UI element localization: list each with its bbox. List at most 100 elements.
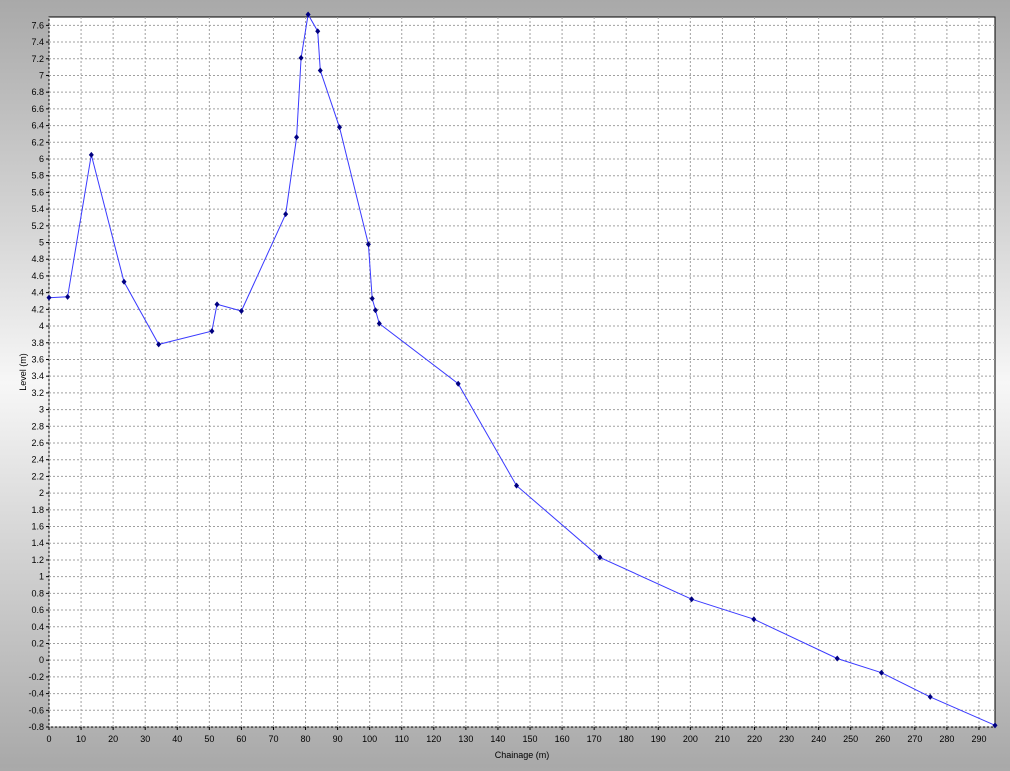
y-tick-label: 7.6 bbox=[31, 20, 44, 30]
x-tick-label: 0 bbox=[46, 734, 51, 744]
x-tick-label: 130 bbox=[458, 734, 473, 744]
x-tick-label: 90 bbox=[333, 734, 343, 744]
x-tick-label: 280 bbox=[939, 734, 954, 744]
y-tick-label: 5.4 bbox=[31, 204, 44, 214]
data-point-marker bbox=[878, 669, 884, 676]
data-point-marker bbox=[65, 293, 71, 300]
y-tick-label: 1.2 bbox=[31, 555, 44, 565]
y-tick-label: 3.4 bbox=[31, 371, 44, 381]
data-point-marker bbox=[214, 301, 220, 308]
x-tick-label: 40 bbox=[172, 734, 182, 744]
y-tick-label: 3.2 bbox=[31, 388, 44, 398]
data-point-marker bbox=[46, 294, 52, 301]
x-tick-label: 200 bbox=[683, 734, 698, 744]
x-tick-label: 290 bbox=[971, 734, 986, 744]
y-tick-label: 4.4 bbox=[31, 288, 44, 298]
data-point-marker bbox=[238, 308, 244, 315]
data-point-marker bbox=[992, 722, 998, 729]
x-tick-label: 30 bbox=[140, 734, 150, 744]
data-point-marker bbox=[283, 211, 289, 218]
y-tick-label: -0.4 bbox=[28, 689, 44, 699]
data-point-marker bbox=[337, 124, 343, 131]
y-tick-label: 6.8 bbox=[31, 87, 44, 97]
y-tick-label: 7.4 bbox=[31, 37, 44, 47]
y-tick-label: 3.6 bbox=[31, 354, 44, 364]
x-tick-label: 150 bbox=[523, 734, 538, 744]
x-tick-label: 230 bbox=[779, 734, 794, 744]
x-tick-label: 220 bbox=[747, 734, 762, 744]
x-tick-label: 20 bbox=[108, 734, 118, 744]
y-tick-label: 4.8 bbox=[31, 254, 44, 264]
data-point-marker bbox=[455, 380, 461, 387]
y-tick-label: 1 bbox=[39, 572, 44, 582]
data-point-marker bbox=[88, 151, 94, 158]
plot-area bbox=[48, 16, 996, 728]
y-axis-label: Level (m) bbox=[18, 353, 28, 391]
y-tick-label: 5.8 bbox=[31, 171, 44, 181]
x-tick-label: 140 bbox=[490, 734, 505, 744]
y-tick-label: 6.4 bbox=[31, 121, 44, 131]
data-point-marker bbox=[372, 307, 378, 314]
y-tick-label: 5.6 bbox=[31, 187, 44, 197]
data-point-marker bbox=[597, 554, 603, 561]
y-tick-label: 1.6 bbox=[31, 522, 44, 532]
y-tick-label: 6.2 bbox=[31, 137, 44, 147]
y-tick-label: 2.4 bbox=[31, 455, 44, 465]
y-tick-label: 2.2 bbox=[31, 471, 44, 481]
y-tick-label: 0 bbox=[39, 655, 44, 665]
x-tick-label: 190 bbox=[651, 734, 666, 744]
data-point-marker bbox=[376, 320, 382, 327]
data-point-marker bbox=[121, 278, 127, 285]
x-tick-label: 160 bbox=[555, 734, 570, 744]
x-tick-label: 50 bbox=[204, 734, 214, 744]
data-point-marker bbox=[156, 341, 162, 348]
data-point-marker bbox=[369, 295, 375, 302]
x-tick-label: 180 bbox=[619, 734, 634, 744]
x-tick-label: 260 bbox=[875, 734, 890, 744]
y-tick-label: 6.6 bbox=[31, 104, 44, 114]
y-tick-label: 5 bbox=[39, 238, 44, 248]
y-tick-label: 1.8 bbox=[31, 505, 44, 515]
x-tick-label: 110 bbox=[395, 734, 409, 744]
y-tick-label: 1.4 bbox=[31, 538, 44, 548]
data-point-marker bbox=[365, 241, 371, 248]
x-tick-label: 120 bbox=[426, 734, 441, 744]
series-line bbox=[48, 13, 996, 726]
y-tick-label: 6 bbox=[39, 154, 44, 164]
x-tick-label: 250 bbox=[843, 734, 858, 744]
data-point-marker bbox=[317, 67, 323, 74]
y-tick-label: 2 bbox=[39, 488, 44, 498]
y-tick-label: 7.2 bbox=[31, 54, 44, 64]
x-tick-label: 270 bbox=[907, 734, 922, 744]
y-tick-label: 0.6 bbox=[31, 605, 44, 615]
data-point-marker bbox=[514, 482, 520, 489]
y-tick-label: 4.6 bbox=[31, 271, 44, 281]
x-tick-label: 10 bbox=[76, 734, 86, 744]
y-tick-label: 0.2 bbox=[31, 638, 44, 648]
y-tick-label: 2.6 bbox=[31, 438, 44, 448]
x-axis-ticks: 0 10 20 30 40 50 60 70 80 90 100 110 120 130 140 150 160… bbox=[46, 727, 986, 744]
y-tick-label: -0.8 bbox=[28, 722, 44, 732]
y-tick-label: 4.2 bbox=[31, 304, 44, 314]
y-tick-label: -0.2 bbox=[28, 672, 44, 682]
data-point-marker bbox=[305, 11, 311, 18]
y-tick-label: 0.8 bbox=[31, 588, 44, 598]
y-tick-label: 0.4 bbox=[31, 622, 44, 632]
y-tick-label: 5.2 bbox=[31, 221, 44, 231]
data-point-marker bbox=[315, 28, 321, 35]
x-axis-label: Chainage (m) bbox=[495, 750, 550, 760]
x-tick-label: 70 bbox=[268, 734, 278, 744]
data-point-marker bbox=[209, 328, 215, 335]
y-tick-label: 3 bbox=[39, 405, 44, 415]
x-tick-label: 80 bbox=[301, 734, 311, 744]
y-tick-label: 4 bbox=[39, 321, 44, 331]
y-tick-label: 2.8 bbox=[31, 421, 44, 431]
data-point-marker bbox=[751, 616, 757, 623]
data-point-marker bbox=[927, 693, 933, 700]
y-tick-label: 7 bbox=[39, 70, 44, 80]
x-tick-label: 100 bbox=[362, 734, 377, 744]
x-tick-label: 210 bbox=[715, 734, 730, 744]
data-point-marker bbox=[834, 655, 840, 662]
